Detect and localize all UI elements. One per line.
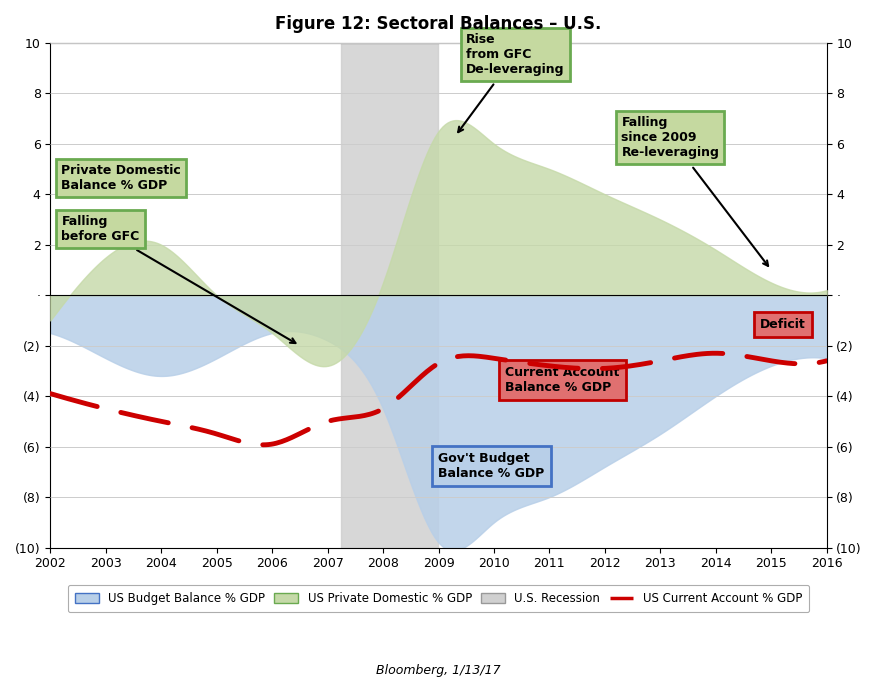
Text: Deficit: Deficit xyxy=(760,318,806,331)
Text: Falling
before GFC: Falling before GFC xyxy=(61,215,296,343)
Text: Current Account
Balance % GDP: Current Account Balance % GDP xyxy=(505,366,619,394)
Text: Falling
since 2009
Re-leveraging: Falling since 2009 Re-leveraging xyxy=(622,116,768,266)
Text: Rise
from GFC
De-leveraging: Rise from GFC De-leveraging xyxy=(458,33,565,132)
Bar xyxy=(341,43,438,548)
Title: Figure 12: Sectoral Balances – U.S.: Figure 12: Sectoral Balances – U.S. xyxy=(275,15,602,33)
Legend: US Budget Balance % GDP, US Private Domestic % GDP, U.S. Recession, US Current A: US Budget Balance % GDP, US Private Dome… xyxy=(68,585,809,612)
Text: Private Domestic
Balance % GDP: Private Domestic Balance % GDP xyxy=(61,165,182,192)
Text: Bloomberg, 1/13/17: Bloomberg, 1/13/17 xyxy=(376,663,501,676)
Text: Gov't Budget
Balance % GDP: Gov't Budget Balance % GDP xyxy=(438,452,545,480)
